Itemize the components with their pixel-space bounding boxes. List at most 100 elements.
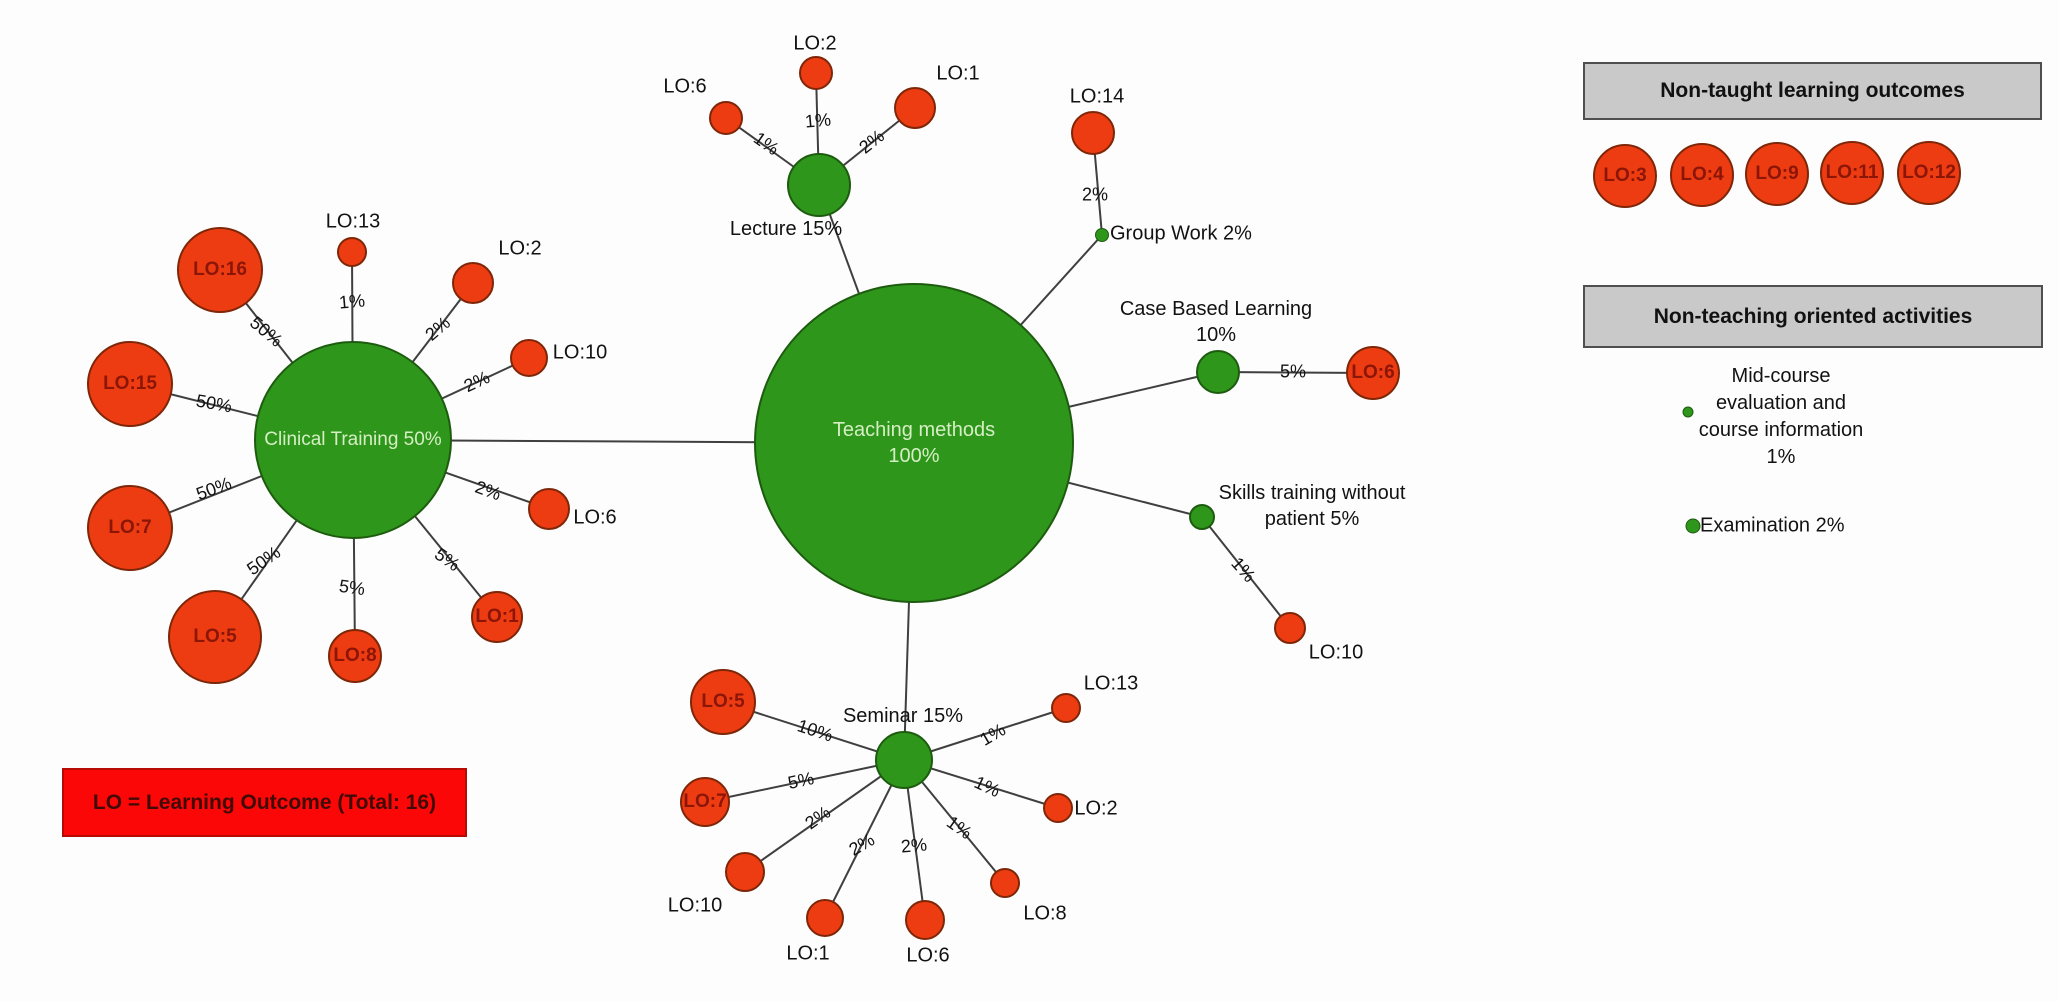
non-teaching-panel-title: Non-teaching oriented activities [1583,285,2043,348]
casebased-sat-lo6: LO:6 [1346,346,1400,400]
clinical-sat-lo16: LO:16 [177,227,263,313]
clinical-sat-lo13 [337,237,367,267]
skills-training-label-line2: patient 5% [1264,508,1360,530]
clinical-sat-lo2 [452,262,494,304]
node-case-based-learning [1196,350,1240,394]
seminar-sat-lo7: LO:7 [680,777,730,827]
clinical-sat-lo7-label: LO:7 [108,517,152,538]
teaching-methods-label-line1: Teaching methods [832,419,996,441]
mid-course-label-line1: Mid-course [1731,365,1831,387]
teaching-methods-label: Teaching methods 100% [833,417,995,469]
seminar-sat-lo7-label: LO:7 [683,791,727,812]
non-teaching-panel-title-text: Non-teaching oriented activities [1653,304,1973,328]
clinical-sat-lo13-label: LO:13 [325,210,381,233]
non-taught-lo3: LO:3 [1593,144,1657,208]
non-taught-panel-title-text: Non-taught learning outcomes [1660,79,1965,102]
non-taught-lo4: LO:4 [1670,143,1734,207]
lecture-sat-lo1-label: LO:1 [936,62,980,85]
lecture-edge-lo2-pct: 1% [804,109,832,132]
clinical-edge-lo8-pct: 5% [337,575,367,600]
non-taught-lo12: LO:12 [1897,141,1961,205]
clinical-sat-lo10-label: LO:10 [552,341,608,364]
non-taught-lo9-label: LO:9 [1755,163,1799,184]
clinical-sat-lo6-label: LO:6 [573,506,617,529]
seminar-sat-lo1-label: LO:1 [786,942,830,965]
clinical-sat-lo16-label: LO:16 [193,259,247,280]
seminar-label: Seminar 15% [842,705,964,727]
clinical-sat-lo5-label: LO:5 [193,626,237,647]
lecture-sat-lo2-label: LO:2 [793,32,837,55]
node-group-work [1095,228,1109,242]
clinical-sat-lo15-label: LO:15 [103,373,157,394]
mid-course-label-line3: course information [1698,419,1864,441]
groupwork-sat-lo14 [1071,111,1115,155]
examination-label: Examination 2% [1700,514,1845,537]
edge-skills-lo10 [1201,516,1291,629]
seminar-sat-lo10-label: LO:10 [667,894,723,917]
clinical-sat-lo1-label: LO:1 [475,606,519,627]
mid-course-label-line4: 1% [1766,446,1796,468]
casebased-sat-lo6-label: LO:6 [1351,362,1395,383]
seminar-sat-lo13-label: LO:13 [1083,672,1139,695]
group-work-label: Group Work 2% [1110,222,1252,245]
case-based-label-line1: Case Based Learning [1119,298,1313,320]
edge-seminar-lo1 [824,759,905,919]
groupwork-sat-lo14-label: LO:14 [1069,85,1125,108]
non-taught-lo11-label: LO:11 [1825,162,1879,183]
clinical-sat-lo6 [528,488,570,530]
non-taught-lo3-label: LO:3 [1603,165,1647,186]
clinical-sat-lo7: LO:7 [87,485,173,571]
legend-text: LO = Learning Outcome (Total: 16) [92,790,437,814]
skills-sat-lo10 [1274,612,1306,644]
clinical-sat-lo8-label: LO:8 [333,645,377,666]
mid-course-label: Mid-course evaluation and course informa… [1699,363,1864,471]
clinical-sat-lo15: LO:15 [87,341,173,427]
non-taught-panel-title: Non-taught learning outcomes [1583,62,2042,120]
node-lecture [787,153,851,217]
examination-dot [1685,518,1701,534]
mid-course-dot [1682,406,1694,418]
edge-seminar-lo10 [744,759,905,873]
mid-course-label-line2: evaluation and [1715,392,1847,414]
non-taught-lo11: LO:11 [1820,141,1884,205]
node-skills-training [1189,504,1215,530]
node-clinical-training: Clinical Training 50% [254,341,452,539]
seminar-sat-lo13 [1051,693,1081,723]
teaching-methods-label-line2: 100% [888,445,940,467]
case-based-label-line2: 10% [1195,324,1237,346]
edge-seminar-lo7 [704,759,905,803]
seminar-sat-lo5-label: LO:5 [701,691,745,712]
case-based-label: Case Based Learning 10% [1120,296,1312,348]
clinical-sat-lo8: LO:8 [328,629,382,683]
legend-box: LO = Learning Outcome (Total: 16) [62,768,467,837]
skills-training-label-line1: Skills training without [1218,482,1406,504]
clinical-training-label: Clinical Training 50% [264,429,442,450]
clinical-sat-lo10 [510,339,548,377]
seminar-sat-lo8 [990,868,1020,898]
seminar-edge-lo6-pct: 2% [900,834,928,857]
non-taught-lo9: LO:9 [1745,142,1809,206]
seminar-sat-lo8-label: LO:8 [1023,902,1067,925]
clinical-edge-lo13-pct: 1% [338,290,366,313]
seminar-sat-lo2-label: LO:2 [1074,797,1118,820]
non-taught-lo12-label: LO:12 [1902,162,1956,183]
node-teaching-methods: Teaching methods 100% [754,283,1074,603]
seminar-sat-lo5: LO:5 [690,669,756,735]
casebased-edge-lo6-pct: 5% [1279,361,1307,382]
seminar-sat-lo6 [905,900,945,940]
seminar-sat-lo6-label: LO:6 [906,944,950,967]
seminar-sat-lo2 [1043,793,1073,823]
clinical-sat-lo5: LO:5 [168,590,262,684]
node-seminar [875,731,933,789]
lecture-sat-lo6 [709,101,743,135]
seminar-sat-lo1 [806,899,844,937]
clinical-sat-lo2-label: LO:2 [498,237,542,260]
clinical-sat-lo1: LO:1 [471,591,523,643]
lecture-label: Lecture 15% [729,218,843,240]
groupwork-edge-lo14-pct: 2% [1081,184,1109,205]
lecture-sat-lo6-label: LO:6 [663,75,707,98]
seminar-sat-lo10 [725,852,765,892]
lecture-sat-lo2 [799,56,833,90]
lecture-sat-lo1 [894,87,936,129]
